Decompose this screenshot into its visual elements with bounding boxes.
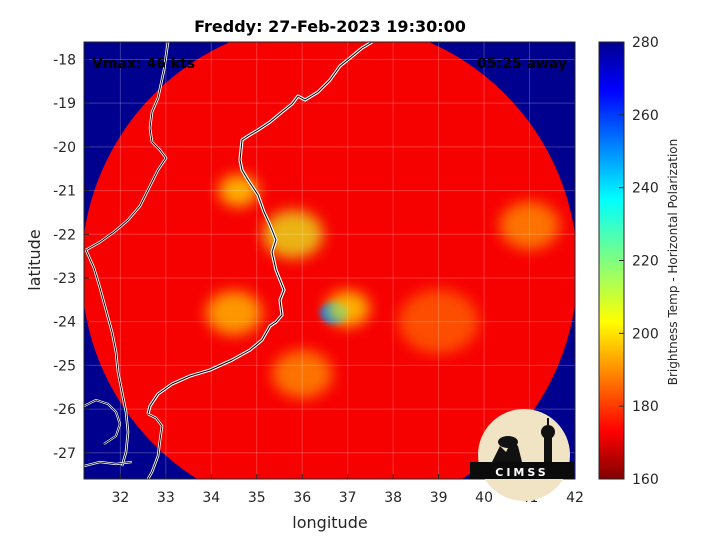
- y-tick-label: -22: [53, 227, 76, 243]
- colorbar-tick-label: 180: [632, 399, 659, 415]
- x-tick-label: 35: [248, 490, 266, 506]
- colorbar-label: Brightness Temp - Horizontal Polarizatio…: [666, 139, 680, 386]
- x-tick-label: 33: [157, 490, 175, 506]
- y-tick-label: -23: [53, 271, 76, 287]
- border-zimbabwe-inner: [85, 42, 169, 251]
- y-tick-label: -24: [53, 315, 76, 331]
- x-tick-label: 39: [430, 490, 448, 506]
- colorbar-tick-label: 200: [632, 326, 659, 342]
- colorbar-tick-label: 280: [632, 35, 659, 51]
- border-southafrica-inner: [85, 249, 129, 467]
- x-tick-label: 40: [475, 490, 493, 506]
- colorbar-ticks: 160 180 200 220 240 260 280: [619, 35, 659, 488]
- y-tick-label: -18: [53, 52, 76, 68]
- swath-feature: [272, 350, 333, 399]
- border-eswatini-inner: [84, 399, 121, 445]
- colorbar-tick-label: 220: [632, 254, 659, 270]
- swath-feature: [325, 290, 370, 327]
- x-tick-label: 36: [293, 490, 311, 506]
- vmax-annotation: Vmax: 46 kts: [92, 56, 195, 72]
- y-tick-label: -21: [53, 184, 76, 200]
- logo-text: CIMSS: [495, 466, 548, 479]
- swath-feature: [206, 290, 263, 335]
- coastline: [84, 42, 373, 479]
- coastline-mozambique-inner: [147, 42, 373, 415]
- y-tick-label: -20: [53, 140, 76, 156]
- x-tick-label: 34: [202, 490, 220, 506]
- y-axis-label: latitude: [25, 229, 44, 290]
- colorbar-tick-label: 240: [632, 181, 659, 197]
- y-tick-label: -19: [53, 96, 76, 112]
- y-tick-label: -26: [53, 402, 76, 418]
- y-tick-label: -25: [53, 358, 76, 374]
- swath-feature: [263, 210, 324, 259]
- away-annotation: 05:25 away: [477, 56, 567, 72]
- y-axis: -18 -19 -20 -21 -22 -23 -24 -25 -26 -27: [53, 52, 89, 462]
- border-bottom-left-inner: [84, 461, 133, 467]
- x-tick-label: 42: [566, 490, 584, 506]
- x-tick-label: 37: [339, 490, 357, 506]
- x-tick-label: 38: [384, 490, 402, 506]
- coastline-south-inner: [147, 413, 163, 479]
- x-axis-label: longitude: [292, 513, 367, 532]
- swath-feature: [398, 289, 479, 354]
- colorbar-tick-label: 260: [632, 108, 659, 124]
- x-tick-label: 32: [111, 490, 129, 506]
- cimss-logo: CIMSS: [470, 409, 574, 501]
- plot-frame: [83, 41, 576, 480]
- colorbar: 160 180 200 220 240 260 280 Brightness Temp - …: [598, 35, 680, 488]
- y-tick-label: -27: [53, 446, 76, 462]
- swath-feature: [499, 201, 560, 250]
- colorbar-tick-label: 160: [632, 472, 659, 488]
- chart-title: Freddy: 27-Feb-2023 19:30:00: [194, 17, 466, 36]
